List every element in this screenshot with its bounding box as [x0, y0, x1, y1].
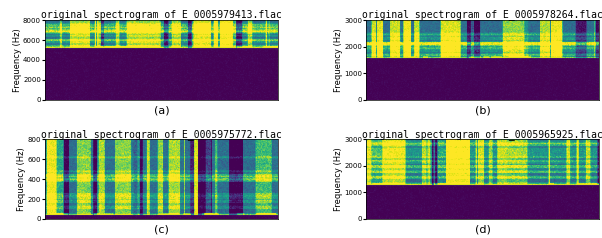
Title: original spectrogram of E_0005975772.flac: original spectrogram of E_0005975772.fla… [41, 129, 282, 140]
Y-axis label: Frequency (Hz): Frequency (Hz) [334, 28, 343, 92]
X-axis label: (a): (a) [154, 105, 169, 115]
X-axis label: (c): (c) [154, 224, 169, 234]
Y-axis label: Frequency (Hz): Frequency (Hz) [334, 147, 343, 211]
Y-axis label: Frequency (Hz): Frequency (Hz) [17, 147, 26, 211]
X-axis label: (d): (d) [475, 224, 491, 234]
Title: original spectrogram of E_0005979413.flac: original spectrogram of E_0005979413.fla… [41, 10, 282, 20]
Title: original spectrogram of E_0005978264.flac: original spectrogram of E_0005978264.fla… [362, 10, 602, 20]
X-axis label: (b): (b) [475, 105, 491, 115]
Y-axis label: Frequency (Hz): Frequency (Hz) [13, 28, 22, 92]
Title: original spectrogram of E_0005965925.flac: original spectrogram of E_0005965925.fla… [362, 129, 602, 140]
